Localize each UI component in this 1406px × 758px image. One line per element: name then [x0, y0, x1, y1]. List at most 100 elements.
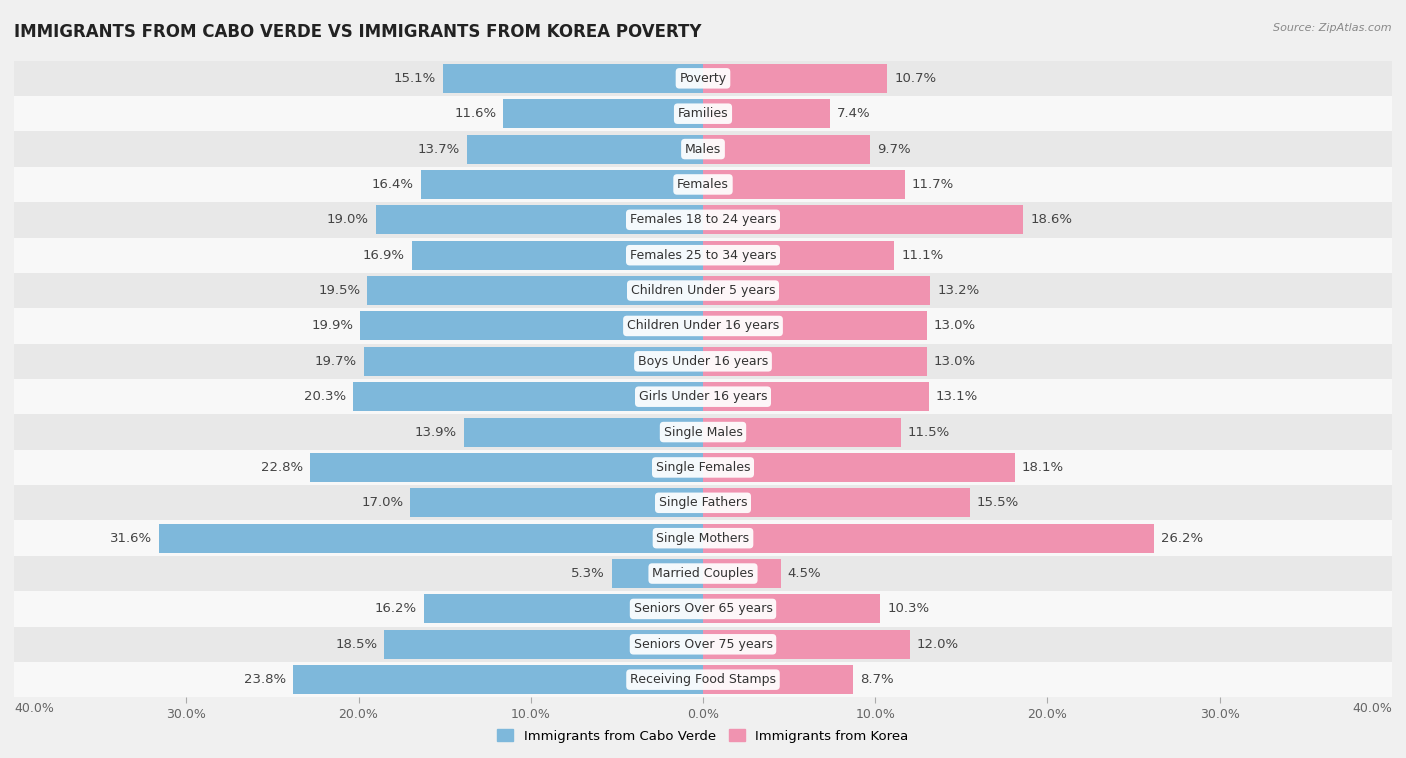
- Text: Females 18 to 24 years: Females 18 to 24 years: [630, 213, 776, 227]
- Bar: [353, 382, 703, 411]
- Bar: [14, 237, 1392, 273]
- Bar: [360, 312, 703, 340]
- Text: 15.5%: 15.5%: [977, 496, 1019, 509]
- Bar: [612, 559, 703, 588]
- Bar: [703, 64, 887, 92]
- Bar: [375, 205, 703, 234]
- Bar: [703, 418, 901, 446]
- Text: Males: Males: [685, 143, 721, 155]
- Text: 23.8%: 23.8%: [245, 673, 287, 686]
- Legend: Immigrants from Cabo Verde, Immigrants from Korea: Immigrants from Cabo Verde, Immigrants f…: [492, 724, 914, 748]
- Text: 19.5%: 19.5%: [318, 284, 360, 297]
- Text: Poverty: Poverty: [679, 72, 727, 85]
- Bar: [14, 415, 1392, 449]
- Text: Single Females: Single Females: [655, 461, 751, 474]
- Text: 13.7%: 13.7%: [418, 143, 460, 155]
- Bar: [703, 99, 831, 128]
- Text: 12.0%: 12.0%: [917, 637, 959, 651]
- Bar: [703, 453, 1015, 482]
- Text: Females 25 to 34 years: Females 25 to 34 years: [630, 249, 776, 262]
- Text: 5.3%: 5.3%: [571, 567, 605, 580]
- Bar: [703, 347, 927, 376]
- Bar: [14, 521, 1392, 556]
- Text: 11.6%: 11.6%: [454, 107, 496, 121]
- Bar: [14, 131, 1392, 167]
- Text: 19.9%: 19.9%: [311, 319, 353, 333]
- Bar: [443, 64, 703, 92]
- Bar: [703, 170, 904, 199]
- Text: 26.2%: 26.2%: [1161, 531, 1204, 545]
- Bar: [14, 627, 1392, 662]
- Bar: [364, 347, 703, 376]
- Text: Single Fathers: Single Fathers: [659, 496, 747, 509]
- Bar: [703, 488, 970, 517]
- Bar: [703, 241, 894, 270]
- Text: 19.0%: 19.0%: [326, 213, 368, 227]
- Text: 18.1%: 18.1%: [1022, 461, 1064, 474]
- Text: 7.4%: 7.4%: [838, 107, 870, 121]
- Bar: [14, 96, 1392, 131]
- Text: 8.7%: 8.7%: [859, 673, 893, 686]
- Bar: [292, 666, 703, 694]
- Bar: [14, 343, 1392, 379]
- Bar: [703, 630, 910, 659]
- Bar: [159, 524, 703, 553]
- Text: 10.3%: 10.3%: [887, 603, 929, 615]
- Text: 11.5%: 11.5%: [908, 425, 950, 439]
- Bar: [367, 276, 703, 305]
- Bar: [703, 382, 928, 411]
- Bar: [703, 205, 1024, 234]
- Bar: [311, 453, 703, 482]
- Text: IMMIGRANTS FROM CABO VERDE VS IMMIGRANTS FROM KOREA POVERTY: IMMIGRANTS FROM CABO VERDE VS IMMIGRANTS…: [14, 23, 702, 41]
- Text: Source: ZipAtlas.com: Source: ZipAtlas.com: [1274, 23, 1392, 33]
- Bar: [703, 135, 870, 164]
- Text: Seniors Over 65 years: Seniors Over 65 years: [634, 603, 772, 615]
- Text: 16.4%: 16.4%: [371, 178, 413, 191]
- Bar: [14, 167, 1392, 202]
- Bar: [703, 559, 780, 588]
- Bar: [703, 666, 853, 694]
- Text: 9.7%: 9.7%: [877, 143, 911, 155]
- Bar: [703, 594, 880, 623]
- Text: Single Males: Single Males: [664, 425, 742, 439]
- Text: Boys Under 16 years: Boys Under 16 years: [638, 355, 768, 368]
- Text: 40.0%: 40.0%: [1353, 702, 1392, 715]
- Bar: [411, 488, 703, 517]
- Text: 15.1%: 15.1%: [394, 72, 436, 85]
- Text: Children Under 5 years: Children Under 5 years: [631, 284, 775, 297]
- Text: Single Mothers: Single Mothers: [657, 531, 749, 545]
- Text: 10.7%: 10.7%: [894, 72, 936, 85]
- Bar: [14, 309, 1392, 343]
- Text: Children Under 16 years: Children Under 16 years: [627, 319, 779, 333]
- Bar: [464, 418, 703, 446]
- Text: 31.6%: 31.6%: [110, 531, 152, 545]
- Text: Girls Under 16 years: Girls Under 16 years: [638, 390, 768, 403]
- Text: 16.9%: 16.9%: [363, 249, 405, 262]
- Text: 16.2%: 16.2%: [375, 603, 418, 615]
- Text: 13.2%: 13.2%: [938, 284, 980, 297]
- Text: 4.5%: 4.5%: [787, 567, 821, 580]
- Bar: [467, 135, 703, 164]
- Bar: [703, 312, 927, 340]
- Text: 13.0%: 13.0%: [934, 319, 976, 333]
- Bar: [384, 630, 703, 659]
- Text: 11.1%: 11.1%: [901, 249, 943, 262]
- Bar: [425, 594, 703, 623]
- Bar: [14, 61, 1392, 96]
- Text: 22.8%: 22.8%: [262, 461, 304, 474]
- Bar: [14, 591, 1392, 627]
- Text: 13.0%: 13.0%: [934, 355, 976, 368]
- Bar: [14, 556, 1392, 591]
- Bar: [703, 524, 1154, 553]
- Bar: [14, 449, 1392, 485]
- Bar: [14, 273, 1392, 309]
- Text: Females: Females: [678, 178, 728, 191]
- Text: 11.7%: 11.7%: [911, 178, 953, 191]
- Text: 19.7%: 19.7%: [315, 355, 357, 368]
- Text: 13.9%: 13.9%: [415, 425, 457, 439]
- Text: 20.3%: 20.3%: [304, 390, 346, 403]
- Text: 13.1%: 13.1%: [935, 390, 977, 403]
- Text: 18.5%: 18.5%: [336, 637, 377, 651]
- Text: Receiving Food Stamps: Receiving Food Stamps: [630, 673, 776, 686]
- Text: Married Couples: Married Couples: [652, 567, 754, 580]
